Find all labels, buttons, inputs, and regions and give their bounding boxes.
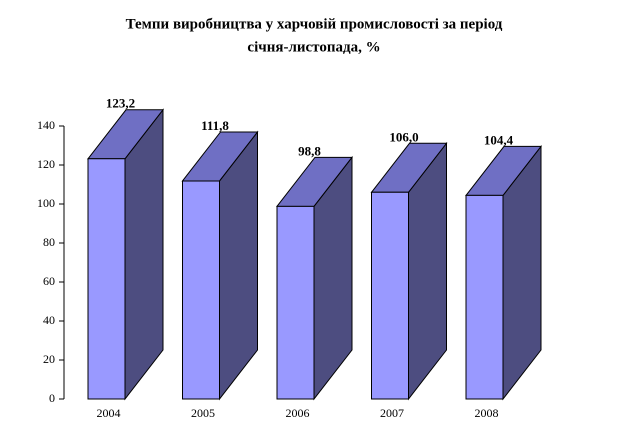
- bar-front: [182, 180, 220, 400]
- bar-front: [276, 205, 315, 400]
- y-tick-label: 100: [37, 196, 55, 210]
- x-tick-label: 2007: [380, 406, 404, 420]
- y-tick-label: 20: [43, 352, 55, 366]
- x-tick-label: 2004: [97, 406, 121, 420]
- chart-title: січня-листопада, %: [247, 39, 380, 55]
- data-label: 104,4: [484, 132, 514, 147]
- y-tick-label: 80: [43, 235, 55, 249]
- data-label: 123,2: [106, 96, 135, 111]
- y-tick-label: 120: [37, 157, 55, 171]
- y-tick-label: 140: [37, 118, 55, 132]
- bar-front: [371, 191, 409, 400]
- x-tick-label: 2008: [475, 406, 499, 420]
- y-tick-label: 40: [43, 313, 55, 327]
- bar-side: [124, 108, 164, 401]
- data-label: 106,0: [389, 129, 418, 144]
- x-tick-label: 2005: [191, 406, 215, 420]
- y-tick-label: 60: [43, 274, 55, 288]
- bar: [86, 108, 165, 401]
- bar: [275, 155, 354, 401]
- chart-title: Темпи виробництва у харчовій промисловос…: [126, 16, 503, 32]
- bar: [181, 130, 259, 401]
- bar: [464, 144, 543, 401]
- x-tick-label: 2006: [286, 406, 310, 420]
- data-label: 98,8: [298, 143, 321, 158]
- y-tick-label: 0: [49, 391, 55, 405]
- bar-front: [465, 194, 504, 400]
- bar: [370, 141, 448, 401]
- bar-front: [87, 158, 126, 400]
- data-label: 111,8: [201, 118, 229, 133]
